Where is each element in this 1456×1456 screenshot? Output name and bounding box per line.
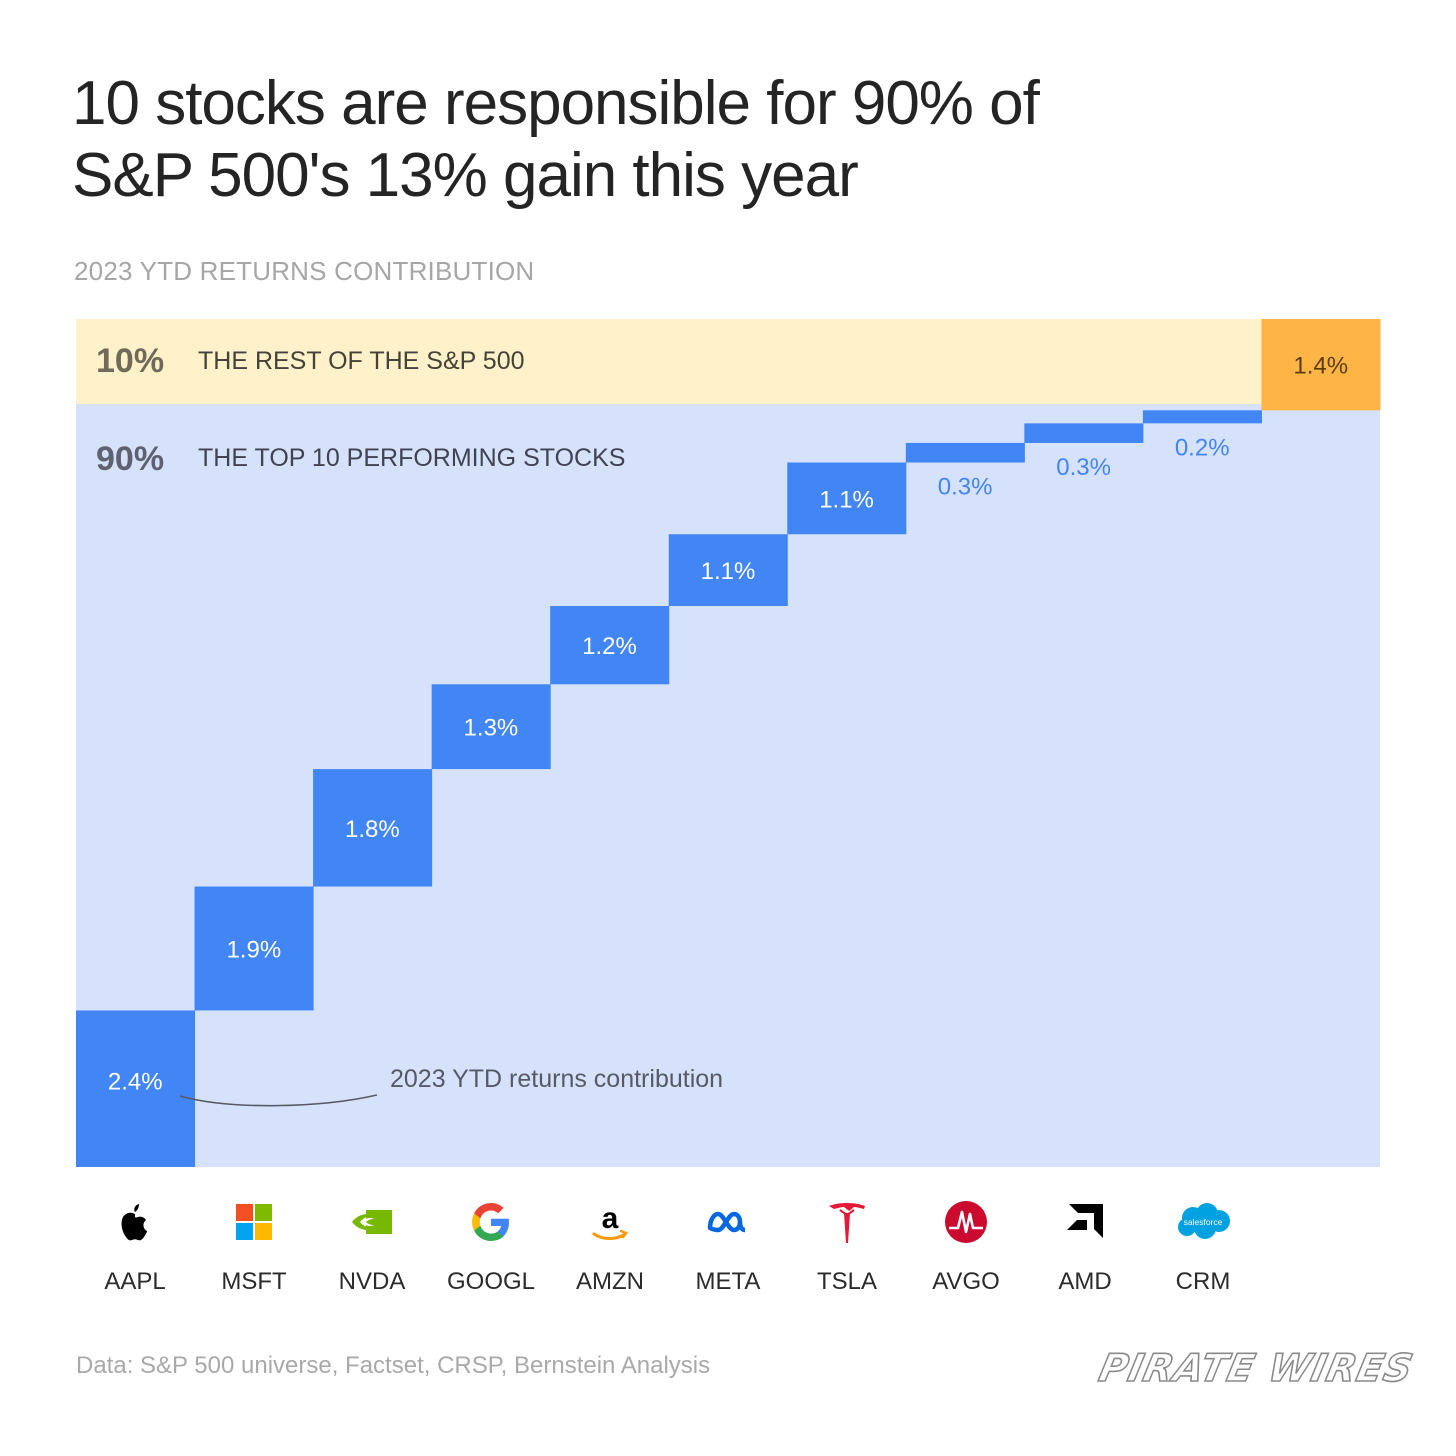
ticker-label: META: [695, 1268, 761, 1295]
logo-cell-tsla: TSLA: [788, 1190, 906, 1296]
ticker-label: GOOGL: [446, 1268, 536, 1295]
bar-tsla: [787, 462, 907, 535]
bar-value-label: 2.4%: [108, 1069, 163, 1096]
bar-amd: [1024, 423, 1144, 443]
bar-value-label: 0.3%: [938, 474, 993, 501]
title-line-1: 10 stocks are responsible for 90% of: [72, 69, 1040, 138]
bar-avgo: [905, 442, 1025, 463]
apple-logo-icon: [121, 1204, 147, 1241]
ticker-label: CRM: [1175, 1268, 1231, 1295]
bar-value-label: 1.9%: [226, 936, 281, 963]
google-logo-icon: [472, 1203, 509, 1241]
logo-cell-aapl: AAPL: [76, 1190, 194, 1296]
bar-value-label: 1.4%: [1293, 353, 1348, 380]
nvidia-logo-icon: [352, 1210, 392, 1234]
ticker-label: MSFT: [221, 1268, 287, 1295]
data-source-note: Data: S&P 500 universe, Factset, CRSP, B…: [76, 1352, 711, 1379]
bar-value-label: 1.1%: [819, 486, 874, 513]
amazon-logo-icon: a: [592, 1202, 628, 1240]
chart-subtitle: 2023 YTD RETURNS CONTRIBUTION: [74, 256, 535, 286]
bar-value-label: 1.8%: [345, 816, 400, 843]
top10-group-label: THE TOP 10 PERFORMING STOCKS: [198, 444, 625, 472]
top10-band: [76, 404, 1380, 1167]
logo-cell-amd: AMD: [1026, 1190, 1144, 1296]
amd-logo-icon: [1067, 1204, 1103, 1238]
bar-aapl: [76, 1010, 196, 1167]
logo-cell-amzn: a AMZN: [551, 1190, 669, 1296]
annotation-leader-line: [179, 1094, 378, 1107]
bar-value-label: 1.1%: [701, 558, 756, 585]
chart-title: 10 stocks are responsible for 90% of S&P…: [72, 68, 1372, 212]
salesforce-logo-icon: salesforce: [1178, 1203, 1230, 1239]
company-logo-row: AAPL MSFT NVDA GOOGL a: [0, 1190, 1456, 1300]
bar-nvda: [313, 769, 433, 887]
bar-msft: [194, 886, 314, 1011]
microsoft-logo-icon: [236, 1204, 272, 1240]
ticker-label: NVDA: [338, 1268, 406, 1295]
bar-value-label: 1.3%: [464, 715, 519, 742]
logo-cell-crm: salesforce CRM: [1144, 1190, 1262, 1296]
bar-value-label: 1.2%: [582, 633, 637, 660]
broadcom-logo-icon: [945, 1201, 987, 1243]
bar-value-label: 0.3%: [1056, 454, 1111, 481]
bar-googl: [431, 684, 551, 770]
chart-annotation: 2023 YTD returns contribution: [390, 1065, 723, 1093]
meta-logo-icon: [707, 1211, 746, 1233]
pirate-wires-logo: PIRATE WIRES: [1095, 1345, 1419, 1391]
logo-cell-meta: META: [669, 1190, 787, 1296]
salesforce-logo-text: salesforce: [1184, 1217, 1223, 1227]
bar-value-label: 0.2%: [1175, 434, 1230, 461]
rest-group-label: THE REST OF THE S&P 500: [198, 347, 525, 375]
ticker-label: AVGO: [932, 1268, 1000, 1295]
ticker-label: AAPL: [104, 1268, 166, 1295]
svg-text:a: a: [602, 1202, 619, 1235]
top10-share-value: 90%: [96, 440, 164, 478]
rest-share-value: 10%: [96, 342, 164, 380]
logo-cell-nvda: NVDA: [313, 1190, 431, 1296]
bar-rest: [1261, 319, 1381, 411]
title-line-2: S&P 500's 13% gain this year: [72, 141, 859, 210]
logo-cell-avgo: AVGO: [907, 1190, 1025, 1296]
rest-band: [76, 319, 1380, 404]
bar-meta: [668, 534, 788, 607]
ticker-label: AMD: [1058, 1268, 1112, 1295]
tesla-logo-icon: [829, 1203, 865, 1243]
bar-crm: [1142, 410, 1262, 424]
ticker-label: TSLA: [816, 1268, 878, 1295]
ticker-label: AMZN: [576, 1268, 644, 1295]
logo-cell-googl: GOOGL: [432, 1190, 550, 1296]
bar-amzn: [550, 606, 670, 685]
logo-cell-msft: MSFT: [195, 1190, 313, 1296]
